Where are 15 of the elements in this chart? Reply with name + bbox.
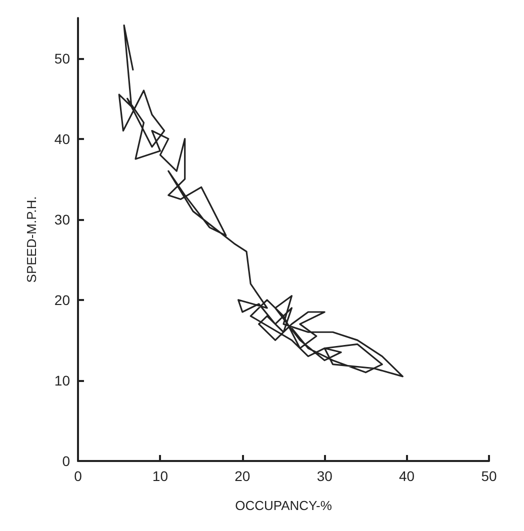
y-axis-title: SPEED-M.P.H. [24, 196, 39, 283]
y-tick-label: 50 [54, 50, 70, 66]
line-series [118, 24, 404, 378]
y-tick-label: 30 [54, 211, 70, 228]
y-tick-label: 10 [54, 372, 70, 388]
x-tick-label: 50 [481, 468, 497, 484]
y-tick-label: 0 [62, 453, 70, 469]
x-tick-label: 0 [74, 468, 82, 484]
y-tick-label: 40 [54, 130, 70, 147]
x-axis-title: OCCUPANCY-% [235, 498, 332, 513]
x-tick-label: 10 [152, 468, 168, 484]
x-tick-label: 20 [234, 468, 250, 484]
y-tick-label: 20 [54, 292, 70, 308]
x-tick-label: 30 [316, 468, 333, 484]
x-tick-label: 40 [399, 468, 415, 484]
